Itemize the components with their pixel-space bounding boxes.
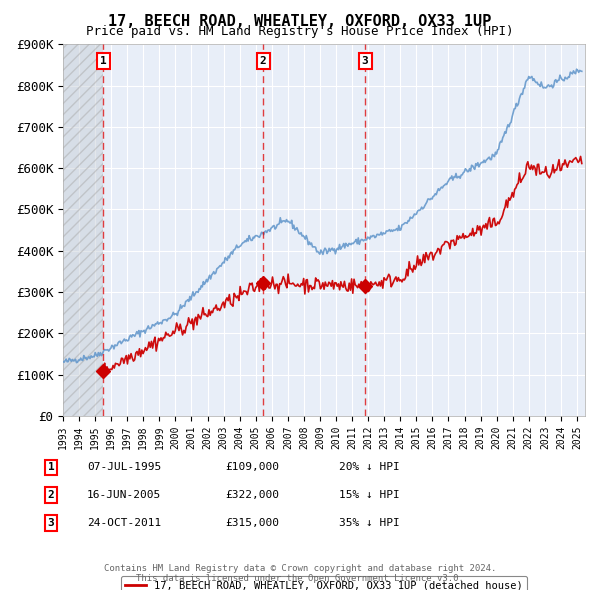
Text: 2: 2 [47, 490, 55, 500]
Text: 2: 2 [260, 56, 266, 66]
Text: 16-JUN-2005: 16-JUN-2005 [87, 490, 161, 500]
Legend: 17, BEECH ROAD, WHEATLEY, OXFORD, OX33 1UP (detached house), HPI: Average price,: 17, BEECH ROAD, WHEATLEY, OXFORD, OX33 1… [121, 576, 527, 590]
Text: £322,000: £322,000 [225, 490, 279, 500]
Text: 07-JUL-1995: 07-JUL-1995 [87, 463, 161, 472]
Text: 3: 3 [47, 518, 55, 527]
Text: 1: 1 [100, 56, 107, 66]
Text: 17, BEECH ROAD, WHEATLEY, OXFORD, OX33 1UP: 17, BEECH ROAD, WHEATLEY, OXFORD, OX33 1… [109, 14, 491, 28]
Text: 3: 3 [362, 56, 368, 66]
Text: 15% ↓ HPI: 15% ↓ HPI [339, 490, 400, 500]
Text: 20% ↓ HPI: 20% ↓ HPI [339, 463, 400, 472]
Text: 35% ↓ HPI: 35% ↓ HPI [339, 518, 400, 527]
Text: 1: 1 [47, 463, 55, 472]
Text: 24-OCT-2011: 24-OCT-2011 [87, 518, 161, 527]
Text: Price paid vs. HM Land Registry's House Price Index (HPI): Price paid vs. HM Land Registry's House … [86, 25, 514, 38]
Text: £315,000: £315,000 [225, 518, 279, 527]
Text: Contains HM Land Registry data © Crown copyright and database right 2024.
This d: Contains HM Land Registry data © Crown c… [104, 563, 496, 583]
Bar [63, 44, 103, 416]
Text: £109,000: £109,000 [225, 463, 279, 472]
